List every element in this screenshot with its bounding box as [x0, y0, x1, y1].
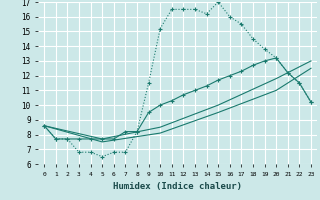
X-axis label: Humidex (Indice chaleur): Humidex (Indice chaleur)	[113, 182, 242, 191]
